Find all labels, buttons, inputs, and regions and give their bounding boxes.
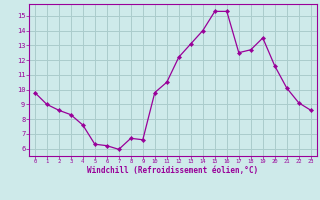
X-axis label: Windchill (Refroidissement éolien,°C): Windchill (Refroidissement éolien,°C) <box>87 166 258 175</box>
